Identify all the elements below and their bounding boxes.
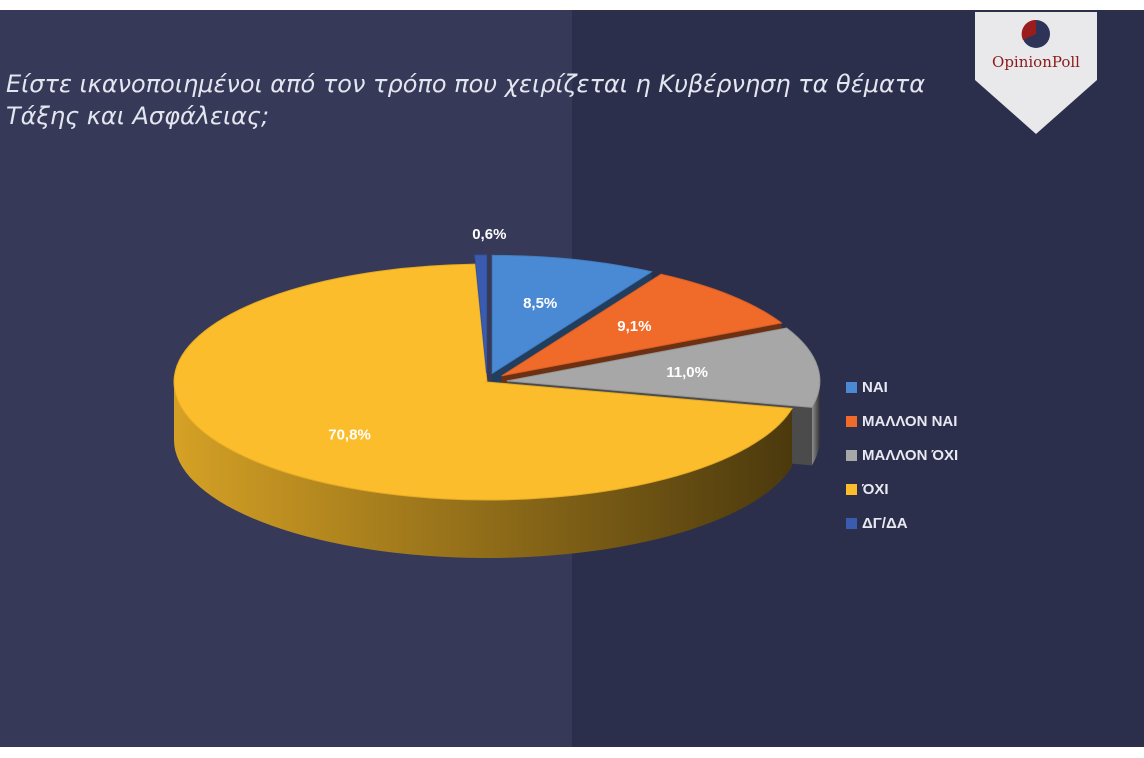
pie-chart: 8,5% 9,1% 11,0% 70,8% 0,6% [173,226,821,558]
legend-item-mallon-nai: ΜΑΛΛΟΝ ΝΑΙ [846,404,958,438]
legend-label: ΜΑΛΛΟΝ ΝΑΙ [862,412,958,430]
legend-swatch [846,483,857,495]
pie-slice [506,327,821,408]
pie-wall [811,380,820,466]
legend-swatch [846,449,857,461]
legend-item-mallon-oxi: ΜΑΛΛΟΝ ΌΧΙ [846,438,958,472]
data-label: 9,1% [617,318,651,335]
legend-item-oxi: ΌΧΙ [846,472,958,506]
data-label: 8,5% [523,295,557,312]
data-label: 11,0% [666,364,708,381]
legend-swatch [846,415,857,427]
pie-slice [491,254,653,375]
pie-slice [173,263,793,501]
legend-item-dg-da: ΔΓ/ΔΑ [846,506,958,540]
legend-item-nai: ΝΑΙ [846,370,958,404]
legend-swatch [846,517,857,529]
pie-wall [174,382,793,558]
chart-canvas: Είστε ικανοποιημένοι από τον τρόπο που χ… [0,10,1144,747]
chart-title: Είστε ικανοποιημένοι από τον τρόπο που χ… [6,70,926,130]
data-label: 70,8% [328,427,371,444]
pie-slice [474,254,488,374]
opinionpoll-logo [975,12,1097,134]
pie-top-faces [173,254,821,501]
legend-label: ΌΧΙ [862,480,889,498]
legend-label: ΝΑΙ [862,378,888,396]
legend-swatch [846,381,857,393]
pie-slice [501,273,783,377]
legend-label: ΜΑΛΛΟΝ ΌΧΙ [862,446,959,464]
chart-legend: ΝΑΙ ΜΑΛΛΟΝ ΝΑΙ ΜΑΛΛΟΝ ΌΧΙ ΌΧΙ ΔΓ/ΔΑ [846,370,958,540]
legend-label: ΔΓ/ΔΑ [862,514,908,532]
data-label: 0,6% [472,226,506,243]
logo-wordmark: OpinionPoll [992,53,1080,71]
pie-data-labels: 8,5% 9,1% 11,0% 70,8% 0,6% [328,226,708,444]
